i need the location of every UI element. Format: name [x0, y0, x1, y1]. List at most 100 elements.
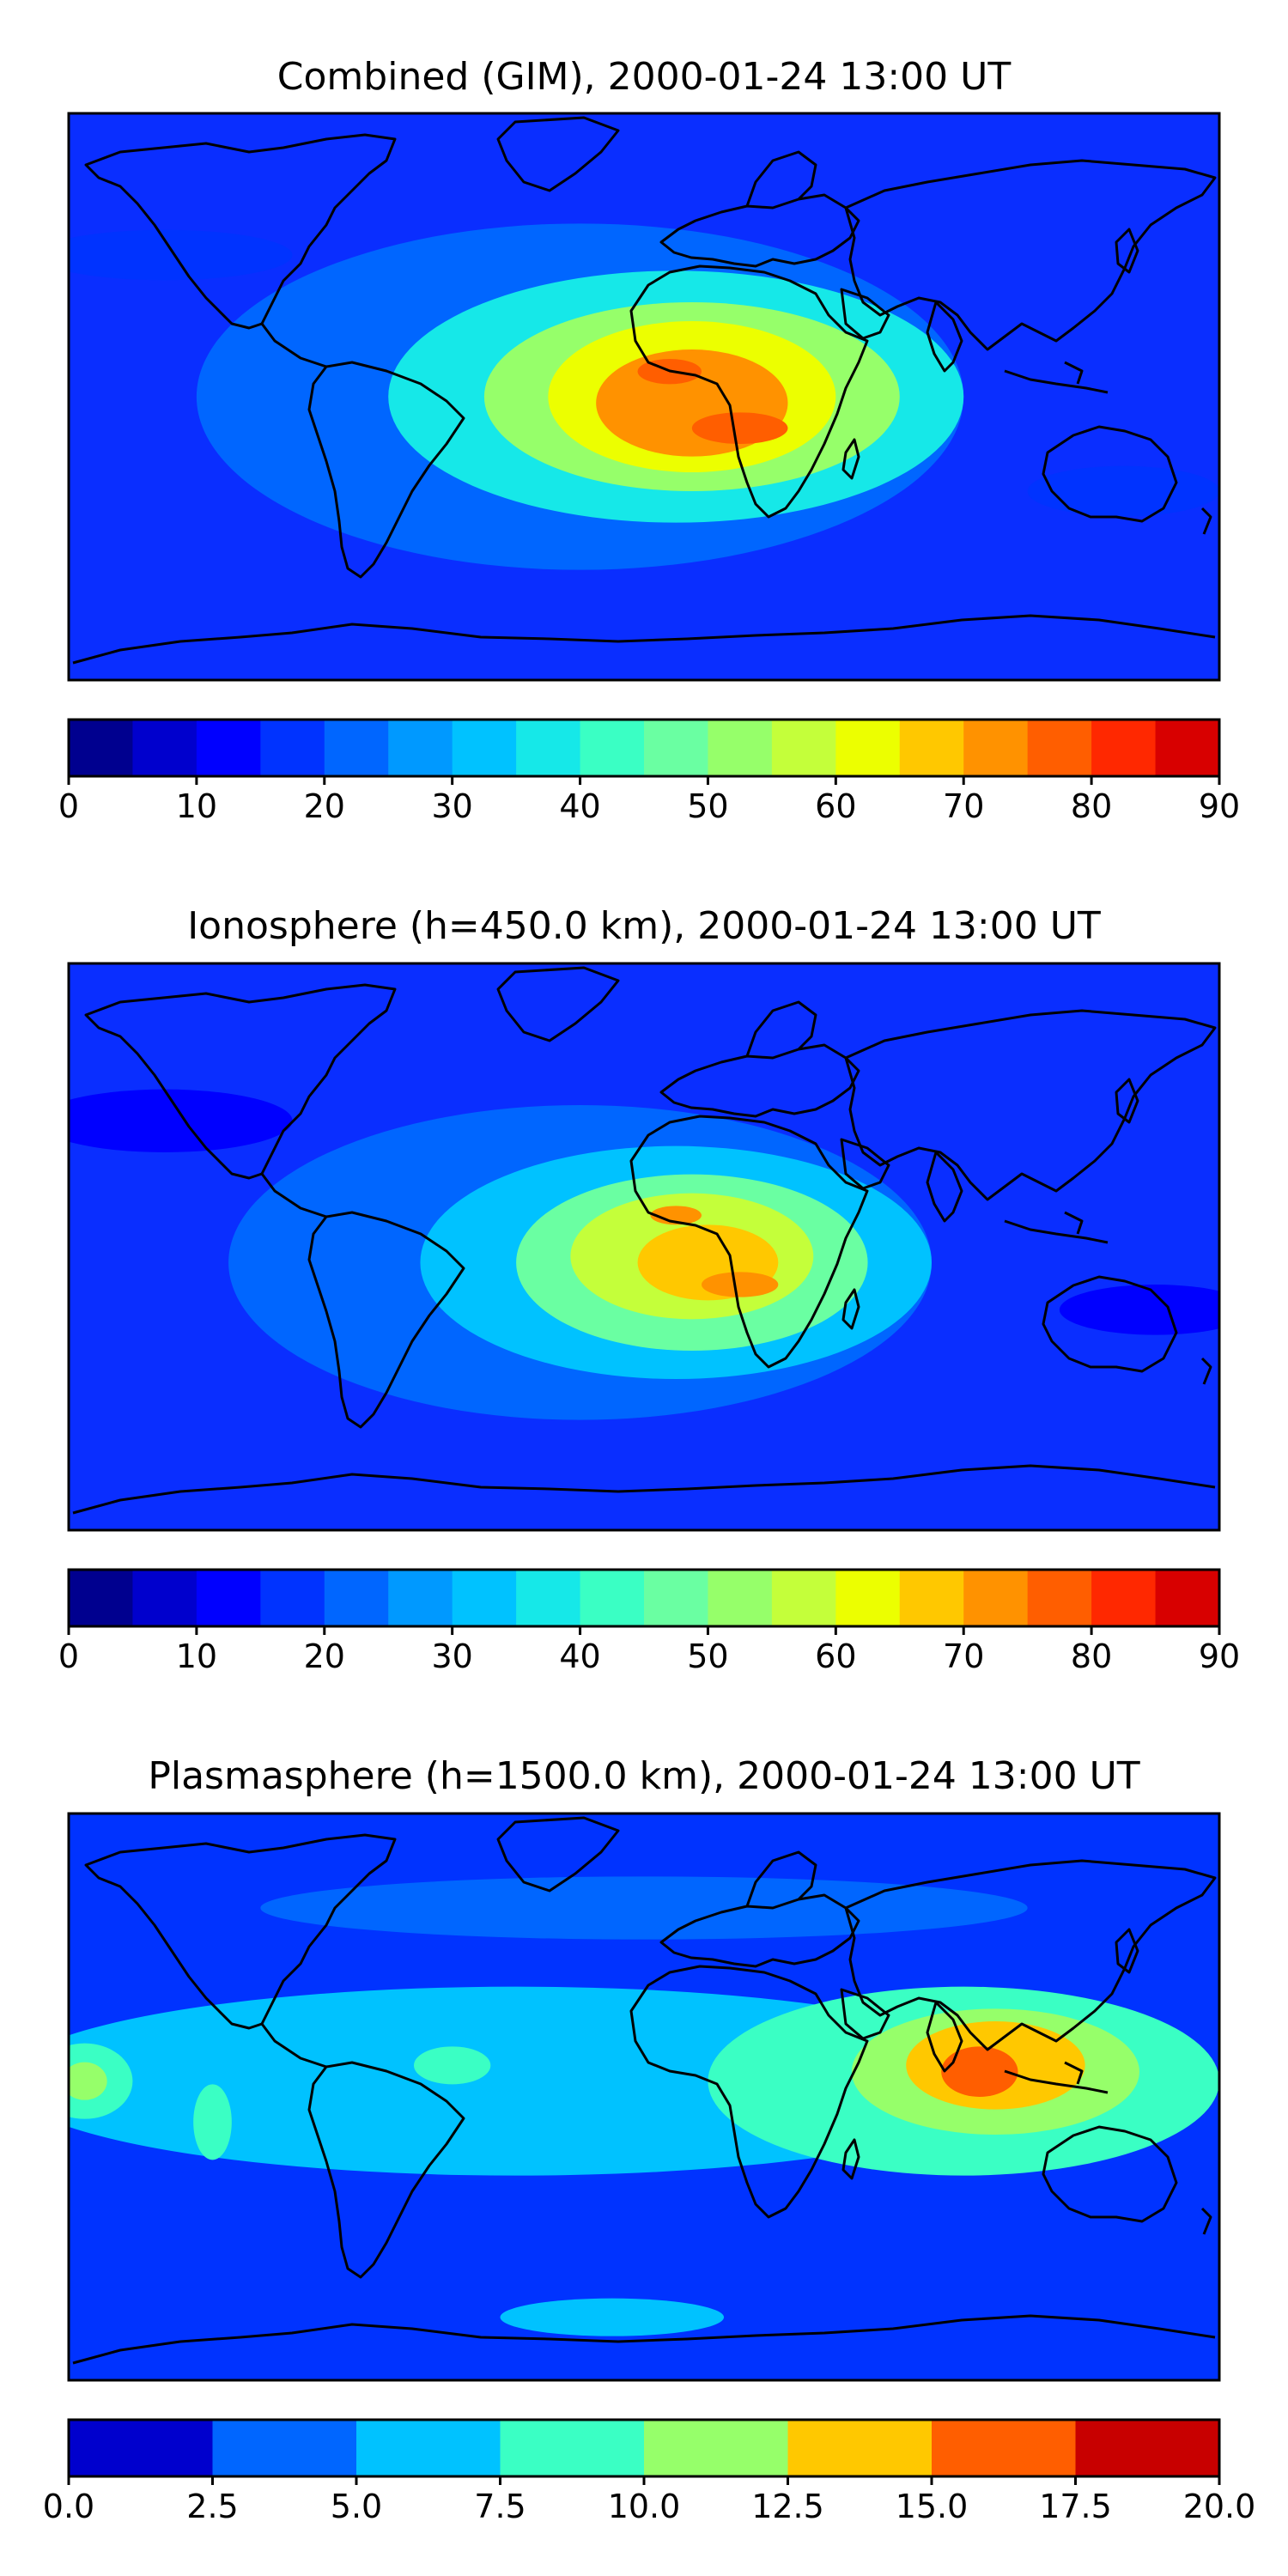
colorbar-tick-label: 50	[687, 787, 728, 825]
colorbar-tick-label: 5.0	[331, 2488, 382, 2525]
panel-2-contour-region	[650, 1206, 702, 1225]
colorbar-segment	[787, 2420, 933, 2476]
colorbar-tick-label: 60	[815, 787, 856, 825]
panel-3-title: Plasmasphere (h=1500.0 km), 2000-01-24 1…	[148, 1754, 1139, 1798]
colorbar-tick-label: 15.0	[896, 2488, 969, 2525]
colorbar-tick-label: 90	[1199, 787, 1240, 825]
colorbar-segment	[963, 1570, 1029, 1626]
panel-3-map-frame	[67, 1812, 1221, 2382]
colorbar-segment	[260, 720, 325, 776]
panel-2-contour-region	[1059, 1285, 1219, 1335]
colorbar-tick-label: 20.0	[1183, 2488, 1256, 2525]
colorbar-tick-label: 40	[559, 1637, 600, 1675]
colorbar-tick-label: 0.0	[43, 2488, 94, 2525]
colorbar-tick-label: 60	[815, 1637, 856, 1675]
colorbar-segment	[516, 1570, 581, 1626]
panel-2-map-frame	[67, 962, 1221, 1532]
colorbar-segment	[771, 720, 836, 776]
colorbar-segment	[899, 1570, 964, 1626]
colorbar-segment	[963, 720, 1029, 776]
colorbar-tick-label: 7.5	[474, 2488, 526, 2525]
panel-3: Plasmasphere (h=1500.0 km), 2000-01-24 1…	[43, 1754, 1256, 2525]
colorbar-tick-label: 12.5	[751, 2488, 824, 2525]
panel-2: Ionosphere (h=450.0 km), 2000-01-24 13:0…	[58, 904, 1240, 1675]
colorbar-segment	[1027, 720, 1092, 776]
colorbar-segment	[1155, 720, 1220, 776]
panel-1-contour-region	[1027, 465, 1219, 517]
colorbar-tick-label: 50	[687, 1637, 728, 1675]
colorbar-tick-label: 90	[1199, 1637, 1240, 1675]
colorbar-tick-label: 0	[58, 787, 79, 825]
colorbar-segment	[644, 1570, 708, 1626]
panel-1: Combined (GIM), 2000-01-24 13:00 UT 0 10 2…	[58, 55, 1240, 825]
colorbar-segment	[388, 1570, 453, 1626]
colorbar-segment	[388, 720, 453, 776]
colorbar-tick-label: 10.0	[608, 2488, 681, 2525]
panel-3-contours	[69, 1876, 1219, 2336]
panel-1-colorbar: 0 10 20 30 40 50 60 70 80 90	[58, 718, 1240, 825]
colorbar-segment	[324, 1570, 389, 1626]
panel-1-map-frame	[67, 112, 1221, 682]
colorbar-tick-label: 20	[304, 1637, 345, 1675]
colorbar-segment	[516, 720, 581, 776]
colorbar-tick-label: 40	[559, 787, 600, 825]
colorbar-segment	[644, 720, 708, 776]
colorbar-tick-label: 10	[176, 787, 217, 825]
panel-2-contours	[69, 1089, 1219, 1420]
colorbar-tick-label: 0	[58, 1637, 79, 1675]
panel-1-contour-region	[69, 229, 293, 281]
colorbar-segment	[835, 720, 901, 776]
panel-1-map	[69, 113, 1219, 680]
colorbar-tick-label: 70	[943, 1637, 984, 1675]
colorbar-segment	[500, 2420, 645, 2476]
panel-3-contour-region	[69, 2062, 107, 2100]
panel-3-contour-region	[941, 2046, 1018, 2097]
panel-2-title: Ionosphere (h=450.0 km), 2000-01-24 13:0…	[187, 904, 1101, 948]
colorbar-tick-label: 30	[431, 1637, 472, 1675]
colorbar-tick-label: 20	[304, 787, 345, 825]
panel-2-contour-region	[69, 1089, 293, 1152]
colorbar-segment	[452, 720, 517, 776]
colorbar-segment	[644, 2420, 788, 2476]
colorbar-segment	[1155, 1570, 1220, 1626]
colorbar-tick-label: 17.5	[1039, 2488, 1112, 2525]
colorbar-tick-label: 10	[176, 1637, 217, 1675]
colorbar-segment	[708, 720, 773, 776]
colorbar-segment	[580, 1570, 645, 1626]
colorbar-segment	[835, 1570, 901, 1626]
panel-2-colorbar: 0 10 20 30 40 50 60 70 80 90	[58, 1568, 1240, 1675]
colorbar-segment	[196, 1570, 261, 1626]
colorbar-segment	[1075, 2420, 1220, 2476]
colorbar-tick-label: 2.5	[186, 2488, 238, 2525]
colorbar-segment	[580, 720, 645, 776]
colorbar-segment	[708, 1570, 773, 1626]
panel-2-contour-region	[702, 1272, 779, 1297]
colorbar-segment	[356, 2420, 501, 2476]
colorbar-segment	[899, 720, 964, 776]
colorbar-tick-label: 30	[431, 787, 472, 825]
panel-3-contour-region	[193, 2084, 232, 2160]
colorbar-segment	[132, 1570, 197, 1626]
panel-3-contour-region	[260, 1876, 1028, 1940]
panel-3-map	[69, 1814, 1219, 2380]
colorbar-tick-label: 70	[943, 787, 984, 825]
colorbar-segment	[452, 1570, 517, 1626]
colorbar-segment	[1091, 1570, 1157, 1626]
colorbar-segment	[196, 720, 261, 776]
colorbar-segment	[260, 1570, 325, 1626]
colorbar-segment	[69, 2420, 213, 2476]
colorbar-segment	[1027, 1570, 1092, 1626]
colorbar-segment	[771, 1570, 836, 1626]
colorbar-segment	[132, 720, 197, 776]
colorbar-segment	[932, 2420, 1076, 2476]
panel-3-contour-region	[414, 2046, 491, 2085]
colorbar-segment	[212, 2420, 357, 2476]
panel-3-colorbar: 0.0 2.5 5.0 7.5 10.0 12.5 15.0 17.5 20.0	[43, 2418, 1256, 2525]
colorbar-segment	[1091, 720, 1157, 776]
panel-1-title: Combined (GIM), 2000-01-24 13:00 UT	[277, 55, 1012, 99]
colorbar-segment	[324, 720, 389, 776]
colorbar-segment	[69, 1570, 133, 1626]
panel-2-map	[69, 963, 1219, 1530]
panel-1-contours	[69, 223, 1219, 570]
